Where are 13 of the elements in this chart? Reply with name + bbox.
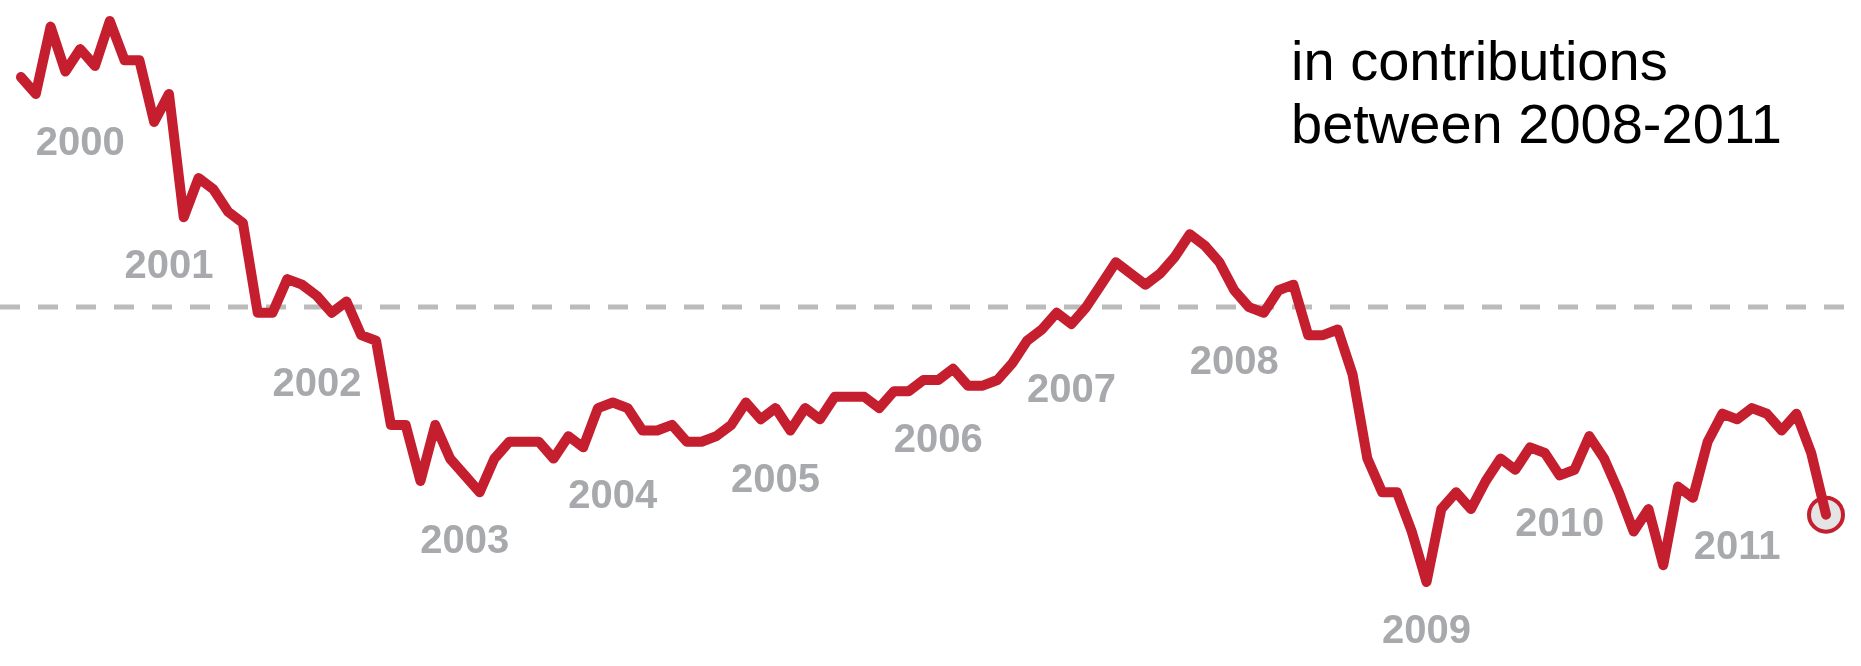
x-tick-label: 2004 xyxy=(568,472,659,517)
annotation: in contributions between 2008-2011 xyxy=(1291,29,1783,156)
x-tick-label: 2011 xyxy=(1693,522,1781,567)
x-tick-label: 2002 xyxy=(272,360,362,405)
x-tick-label: 2010 xyxy=(1515,500,1605,545)
x-tick-label: 2003 xyxy=(420,517,510,562)
x-tick-label: 2009 xyxy=(1382,607,1472,652)
x-tick-label: 2007 xyxy=(1026,365,1116,410)
x-tick-label: 2001 xyxy=(124,242,214,287)
x-tick-label: 2005 xyxy=(731,455,821,500)
x-tick-label: 2006 xyxy=(893,416,983,461)
x-tick-label: 2008 xyxy=(1189,337,1279,382)
x-tick-label: 2000 xyxy=(35,118,125,163)
